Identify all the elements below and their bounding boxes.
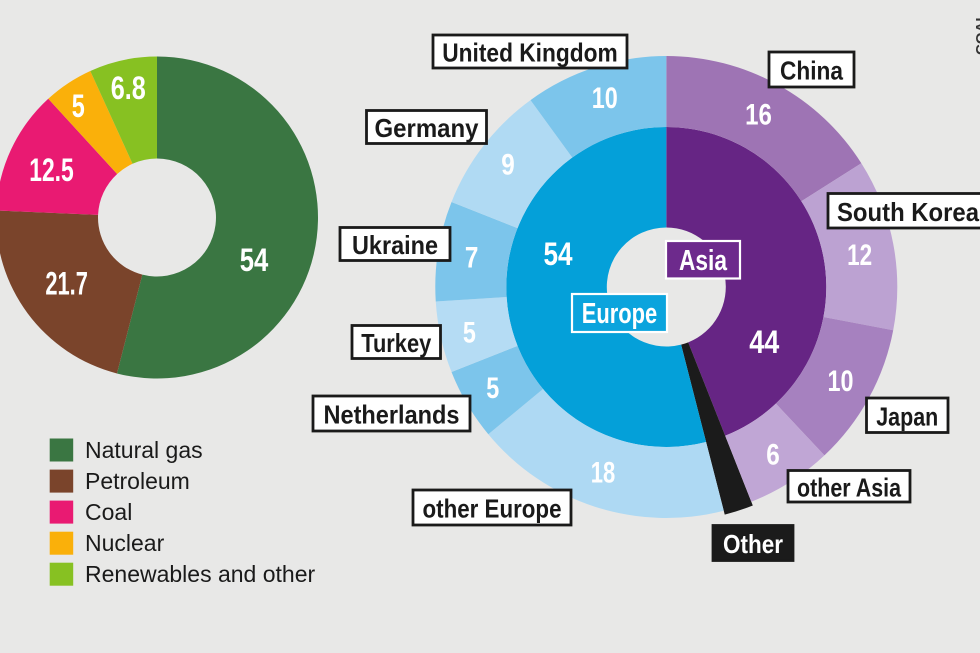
svg-text:54: 54 [240,242,269,278]
svg-text:Germany: Germany [375,113,479,143]
svg-text:COAL: COAL [973,13,980,56]
svg-text:12: 12 [847,239,872,272]
svg-text:other Asia: other Asia [797,472,901,502]
svg-text:China: China [780,56,843,86]
svg-text:Nuclear: Nuclear [85,530,165,556]
svg-text:United Kingdom: United Kingdom [442,38,618,68]
svg-text:Turkey: Turkey [361,328,431,358]
svg-text:Asia: Asia [679,245,728,277]
svg-text:6: 6 [766,439,780,472]
svg-text:54: 54 [544,236,573,272]
svg-text:Ukraine: Ukraine [352,230,438,260]
svg-text:Petroleum: Petroleum [85,468,190,494]
svg-text:Japan: Japan [876,401,938,431]
svg-text:5: 5 [463,317,476,350]
svg-text:Natural gas: Natural gas [85,437,203,463]
svg-text:16: 16 [745,98,772,131]
svg-text:South Korea: South Korea [837,197,979,227]
svg-text:44: 44 [749,324,779,360]
svg-text:12.5: 12.5 [29,152,74,188]
svg-text:5: 5 [72,88,85,124]
svg-text:Europe: Europe [582,298,658,330]
svg-text:10: 10 [592,82,618,115]
svg-text:Other: Other [723,529,783,559]
svg-text:Netherlands: Netherlands [324,400,460,430]
svg-text:Renewables and other: Renewables and other [85,561,315,587]
svg-text:21.7: 21.7 [45,265,88,301]
svg-text:5: 5 [486,372,499,405]
svg-text:other Europe: other Europe [423,494,562,524]
svg-text:10: 10 [828,365,854,398]
svg-text:Coal: Coal [85,499,132,525]
svg-text:18: 18 [591,457,616,490]
svg-text:6.8: 6.8 [111,70,146,106]
svg-text:9: 9 [501,149,515,182]
svg-text:7: 7 [465,241,479,274]
